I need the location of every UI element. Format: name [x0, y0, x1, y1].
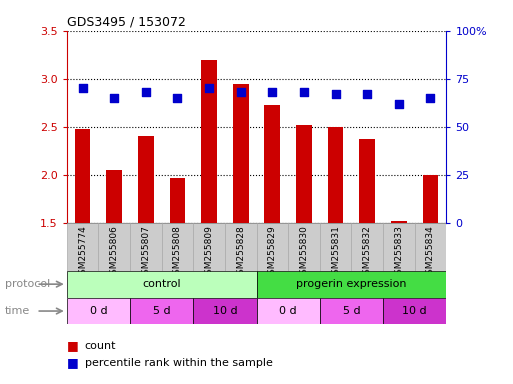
Bar	[169, 178, 185, 223]
Text: GSM255831: GSM255831	[331, 225, 340, 280]
Text: GSM255774: GSM255774	[78, 225, 87, 280]
Bar	[288, 223, 320, 271]
Point	[268, 89, 277, 95]
Bar	[67, 271, 256, 298]
Bar	[98, 223, 130, 271]
Point	[331, 91, 340, 97]
Bar	[201, 60, 217, 223]
Bar	[67, 223, 98, 271]
Point	[394, 101, 403, 107]
Bar	[351, 223, 383, 271]
Bar	[383, 223, 415, 271]
Text: GSM255832: GSM255832	[363, 225, 372, 280]
Bar	[423, 175, 439, 223]
Text: GSM255830: GSM255830	[300, 225, 308, 280]
Text: 5 d: 5 d	[343, 306, 360, 316]
Text: ■: ■	[67, 356, 78, 369]
Text: control: control	[142, 279, 181, 289]
Bar	[130, 223, 162, 271]
Point	[205, 85, 213, 91]
Bar	[162, 223, 193, 271]
Text: 10 d: 10 d	[212, 306, 237, 316]
Text: count: count	[85, 341, 116, 351]
Bar	[264, 104, 280, 223]
Bar	[138, 136, 154, 223]
Bar	[328, 127, 344, 223]
Bar	[320, 298, 383, 324]
Point	[142, 89, 150, 95]
Text: GDS3495 / 153072: GDS3495 / 153072	[67, 15, 186, 28]
Text: ■: ■	[67, 339, 78, 352]
Bar	[225, 223, 256, 271]
Text: GSM255807: GSM255807	[141, 225, 150, 280]
Text: 0 d: 0 d	[279, 306, 297, 316]
Text: GSM255834: GSM255834	[426, 225, 435, 280]
Bar	[415, 223, 446, 271]
Bar	[383, 298, 446, 324]
Bar	[256, 223, 288, 271]
Bar	[193, 298, 256, 324]
Bar	[320, 223, 351, 271]
Text: time: time	[5, 306, 30, 316]
Text: GSM255829: GSM255829	[268, 225, 277, 280]
Point	[173, 95, 182, 101]
Bar	[233, 84, 249, 223]
Text: GSM255806: GSM255806	[110, 225, 119, 280]
Point	[78, 85, 87, 91]
Text: 10 d: 10 d	[402, 306, 427, 316]
Bar	[256, 271, 446, 298]
Text: GSM255833: GSM255833	[394, 225, 403, 280]
Bar	[391, 221, 407, 223]
Bar	[256, 298, 320, 324]
Bar	[359, 139, 375, 223]
Text: progerin expression: progerin expression	[296, 279, 407, 289]
Point	[110, 95, 118, 101]
Text: GSM255828: GSM255828	[236, 225, 245, 280]
Bar	[67, 298, 130, 324]
Text: percentile rank within the sample: percentile rank within the sample	[85, 358, 272, 368]
Text: 5 d: 5 d	[153, 306, 170, 316]
Bar	[130, 298, 193, 324]
Point	[236, 89, 245, 95]
Bar	[193, 223, 225, 271]
Point	[300, 89, 308, 95]
Bar	[106, 170, 122, 223]
Text: GSM255808: GSM255808	[173, 225, 182, 280]
Bar	[296, 125, 312, 223]
Text: protocol: protocol	[5, 279, 50, 289]
Text: GSM255809: GSM255809	[205, 225, 213, 280]
Point	[426, 95, 435, 101]
Bar	[74, 129, 90, 223]
Point	[363, 91, 371, 97]
Text: 0 d: 0 d	[89, 306, 107, 316]
